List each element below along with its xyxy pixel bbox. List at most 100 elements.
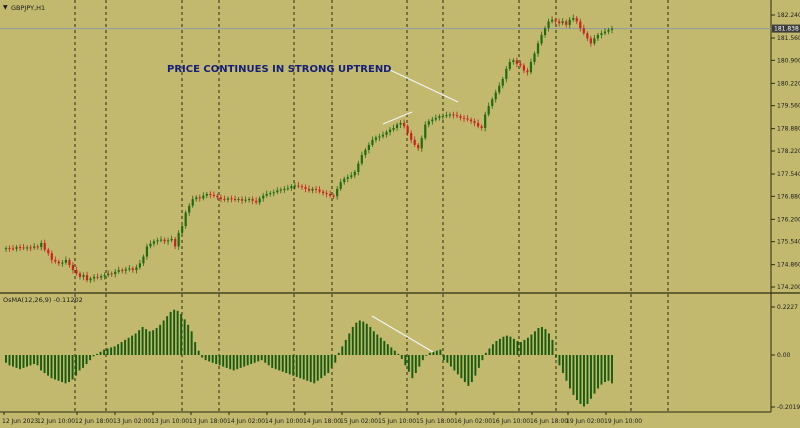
- candle: [480, 124, 483, 131]
- histogram-bar: [257, 355, 260, 362]
- histogram-bar: [583, 355, 585, 407]
- candle: [195, 195, 198, 202]
- histogram-bar: [604, 355, 606, 383]
- candle: [568, 17, 571, 29]
- histogram-bar: [117, 344, 120, 355]
- histogram-bar: [166, 316, 169, 355]
- histogram-bar: [597, 355, 599, 389]
- histogram-bar: [57, 355, 60, 381]
- candle: [26, 245, 29, 251]
- histogram-bar: [82, 355, 85, 368]
- candle: [431, 116, 434, 125]
- histogram-bar: [99, 351, 102, 355]
- histogram-bar: [611, 355, 613, 384]
- histogram-bar: [299, 355, 302, 379]
- candle: [403, 119, 406, 129]
- histogram-bar: [341, 346, 344, 355]
- histogram-bar: [516, 340, 519, 355]
- histogram-bar: [33, 355, 35, 365]
- osma-divergence-line: [371, 315, 434, 353]
- price-tick-label: 177.540: [777, 171, 800, 178]
- histogram-bar: [110, 347, 113, 355]
- candle: [533, 51, 536, 65]
- candle: [325, 190, 328, 198]
- candle: [561, 18, 564, 26]
- histogram-bar: [590, 355, 592, 399]
- price-tick-label: 178.220: [777, 148, 800, 155]
- histogram-bar: [96, 353, 99, 355]
- candle: [473, 118, 476, 127]
- histogram-bar: [526, 337, 529, 355]
- candle: [71, 262, 75, 274]
- current-price-marker: 181.838: [772, 24, 800, 33]
- histogram-bar: [218, 355, 221, 366]
- histogram-bar: [113, 346, 116, 355]
- price-tick-label: 182.240: [777, 12, 800, 19]
- candle: [332, 193, 335, 200]
- candle: [33, 243, 36, 250]
- time-tick-label: 19 Jun 10:00: [604, 418, 642, 425]
- histogram-bar: [236, 355, 239, 370]
- candle: [353, 169, 356, 179]
- candle: [75, 266, 78, 276]
- histogram-bar: [85, 355, 88, 365]
- candle: [223, 195, 226, 202]
- histogram-bar: [302, 355, 305, 380]
- histogram-bar: [232, 355, 235, 371]
- candle: [300, 184, 304, 190]
- histogram-bar: [400, 355, 403, 359]
- candle: [265, 190, 268, 198]
- time-tick-label: 13 Jun 02:00: [113, 418, 151, 425]
- candle: [107, 270, 110, 278]
- candle: [89, 276, 92, 283]
- histogram-bar: [201, 355, 204, 358]
- candle: [501, 76, 504, 89]
- histogram-bar: [215, 355, 218, 365]
- time-tick-label: 15 Jun 02:00: [340, 418, 378, 425]
- candle: [466, 115, 469, 122]
- histogram-bar: [54, 355, 57, 380]
- histogram-bar: [576, 355, 578, 401]
- candle: [494, 89, 497, 103]
- histogram-bar: [211, 355, 214, 363]
- histogram-bar: [432, 351, 435, 355]
- candle: [159, 236, 163, 243]
- histogram-bar: [330, 355, 333, 368]
- price-scale[interactable]: 182.240 181.560 180.900 180.220 179.560 178.8…: [771, 12, 800, 291]
- histogram-bar: [120, 342, 123, 355]
- histogram-bar: [491, 344, 494, 355]
- candle: [293, 182, 296, 190]
- candle: [4, 246, 8, 252]
- histogram-bar: [484, 352, 487, 355]
- candle: [434, 114, 437, 122]
- candle: [237, 197, 240, 203]
- candle: [262, 192, 265, 202]
- candle: [487, 102, 490, 117]
- candle: [276, 187, 279, 195]
- price-tick-label: 175.540: [777, 239, 800, 246]
- histogram-bar: [190, 331, 193, 355]
- candle: [142, 254, 145, 267]
- candle: [156, 237, 159, 245]
- histogram-bar: [40, 355, 42, 371]
- histogram-bar: [61, 355, 64, 383]
- histogram-bar: [152, 330, 155, 355]
- indicator-scale[interactable]: 0.2227 0.00 -0.20194: [771, 304, 800, 411]
- candle: [607, 27, 610, 35]
- histogram-bar: [414, 355, 417, 374]
- symbol-title-text: GBPJPY,H1: [11, 4, 45, 12]
- histogram-bar: [337, 352, 340, 355]
- histogram-bar: [274, 355, 277, 370]
- price-tick-label: 180.220: [777, 80, 800, 87]
- histogram-bar: [89, 355, 92, 361]
- time-tick-label: 12 Jun 10:00: [37, 418, 75, 425]
- histogram-bar: [512, 338, 515, 355]
- candle: [219, 194, 223, 203]
- candle: [15, 245, 18, 252]
- price-tick-label: 178.880: [777, 126, 800, 133]
- price-tick-label: 174.860: [777, 262, 800, 269]
- histogram-bar: [344, 339, 347, 355]
- histogram-bar: [442, 355, 445, 361]
